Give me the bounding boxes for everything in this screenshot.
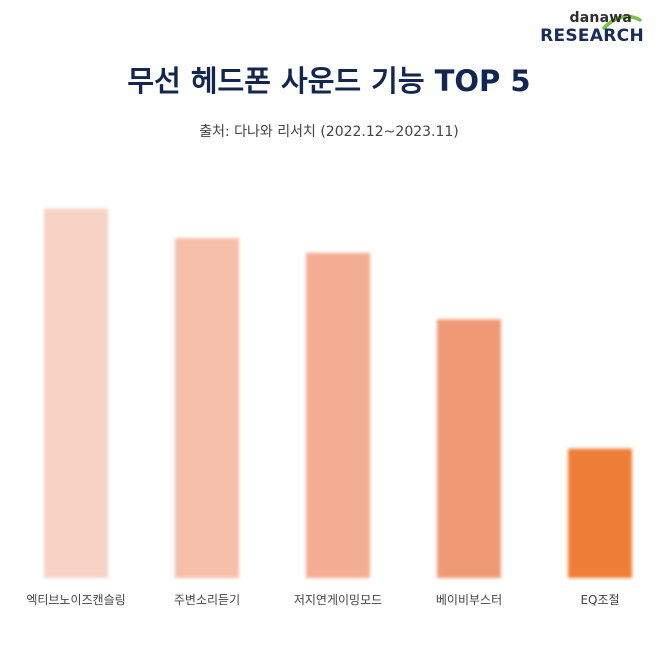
chart-title: 무선 헤드폰 사운드 기능 TOP 5 [127, 64, 531, 98]
source-note: 출처: 다나와 리서치 (2022.12~2023.11) [199, 124, 459, 140]
brand-top-text: danawa [569, 10, 632, 26]
bar-5 [568, 448, 632, 578]
category-label-3: 저지연게이밍모드 [294, 593, 382, 607]
category-label-5: EQ조절 [580, 593, 619, 607]
category-label-2: 주변소리듣기 [174, 593, 240, 607]
category-label-4: 베이비부스터 [436, 593, 502, 607]
category-label-1: 엑티브노이즈캔슬링 [26, 593, 125, 607]
bar-4 [437, 319, 501, 578]
bar-3 [306, 252, 370, 579]
bar-2 [175, 238, 239, 579]
swoosh-icon [602, 14, 642, 30]
brand-bottom-text: RESEARCH [540, 26, 644, 46]
category-labels: 엑티브노이즈캔슬링 주변소리듣기 저지연게이밍모드 베이비부스터 EQ조절 [26, 593, 619, 607]
bar-1 [44, 208, 108, 578]
bars-layer [44, 208, 632, 579]
brand-logo: danawa RESEARCH [534, 8, 644, 48]
